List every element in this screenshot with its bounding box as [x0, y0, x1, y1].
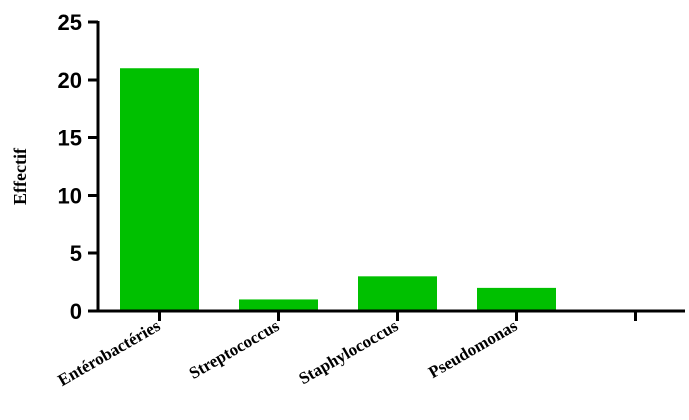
x-tick-label: Pseudomonas	[425, 316, 521, 382]
y-tick-label: 10	[58, 183, 82, 208]
x-tick-label: Entérobactéries	[55, 316, 164, 390]
y-tick-label: 20	[58, 68, 82, 93]
y-axis-label: Effectif	[10, 147, 30, 205]
bar-pseudomonas	[477, 287, 556, 311]
bar-ent-robact-ries	[120, 68, 199, 312]
y-axis: 0 5 10 15 20 25	[58, 10, 100, 324]
y-tick-label: 25	[58, 10, 82, 35]
x-axis: Entérobactéries Streptococcus Staphylococc…	[55, 309, 685, 390]
x-tick-label: Staphylococcus	[295, 316, 401, 388]
y-tick-label: 0	[70, 299, 82, 324]
y-tick-label: 5	[70, 241, 82, 266]
bar-staphylococcus	[358, 276, 437, 311]
x-tick-label: Streptococcus	[186, 316, 283, 383]
y-tick-label: 15	[58, 126, 82, 151]
bars-group	[120, 68, 556, 312]
bar-streptococcus	[239, 299, 318, 311]
